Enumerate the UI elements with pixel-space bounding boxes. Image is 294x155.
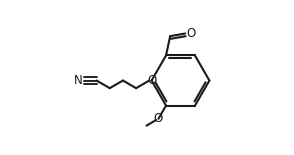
Text: O: O: [147, 74, 156, 87]
Text: O: O: [186, 27, 195, 40]
Text: O: O: [154, 112, 163, 125]
Text: N: N: [74, 74, 83, 87]
